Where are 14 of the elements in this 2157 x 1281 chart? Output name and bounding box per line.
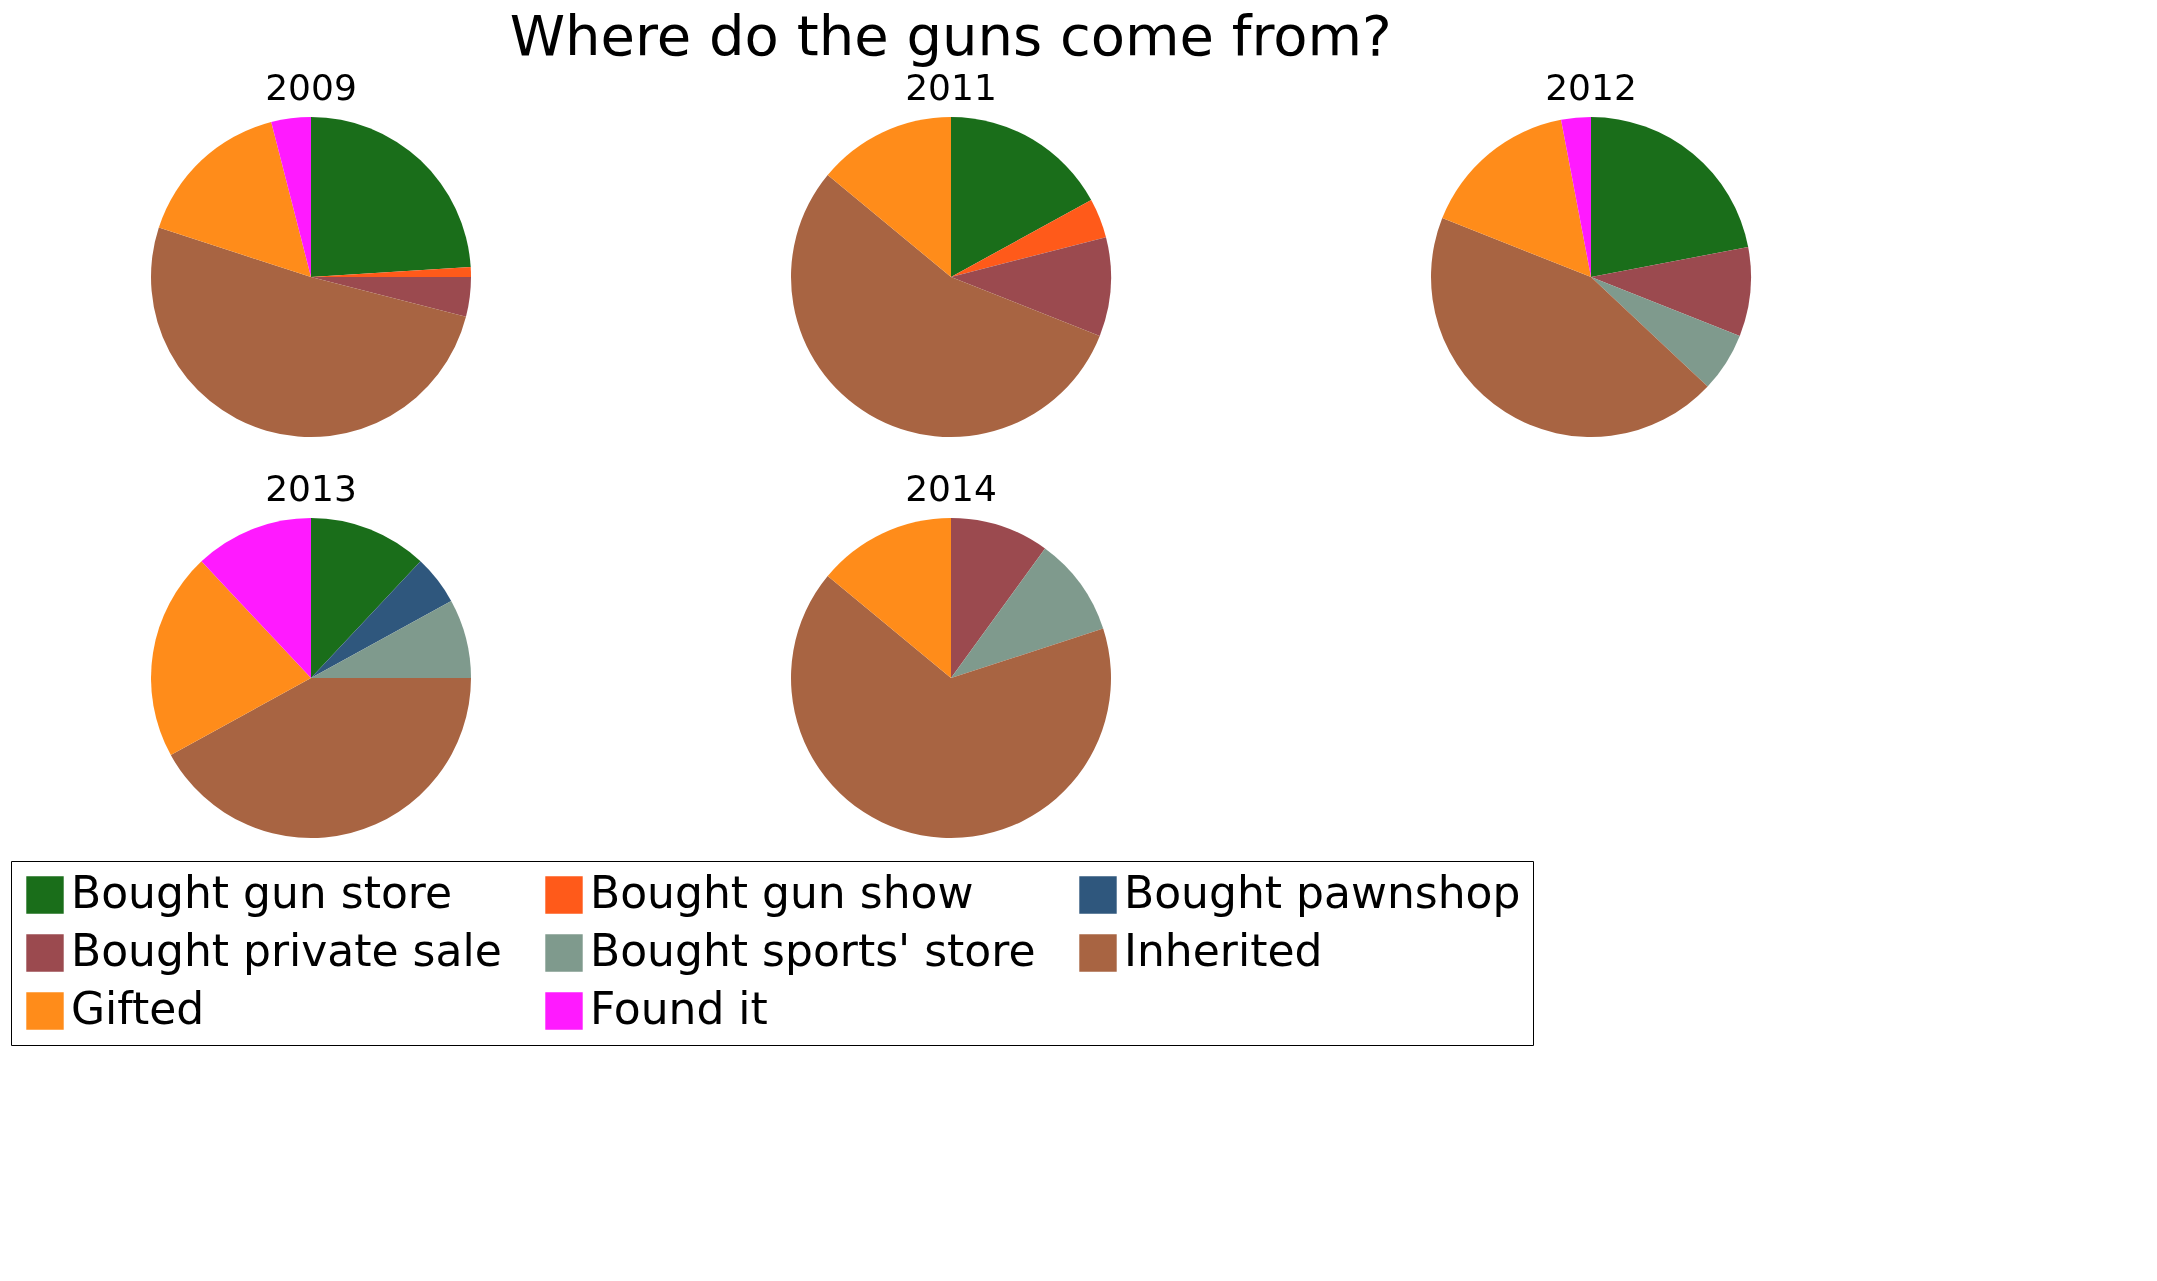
- legend-label: Gifted: [71, 983, 205, 1034]
- legend-label: Bought private sale: [71, 925, 502, 976]
- legend-label: Bought gun store: [71, 867, 453, 918]
- slice-label: 2014: [905, 468, 997, 509]
- slice-label: 2009: [265, 67, 357, 108]
- legend-label: Bought gun show: [590, 867, 974, 918]
- slice-label: 2011: [905, 67, 997, 108]
- legend-label: Inherited: [1124, 925, 1323, 976]
- legend-label: Bought sports' store: [590, 925, 1036, 976]
- slice-label: 2013: [265, 468, 357, 509]
- legend-label: Bought pawnshop: [1124, 867, 1521, 918]
- chart-title: Where do the guns come from?: [509, 3, 1392, 68]
- slice-label: 2012: [1545, 67, 1637, 108]
- legend-label: Found it: [590, 983, 768, 1034]
